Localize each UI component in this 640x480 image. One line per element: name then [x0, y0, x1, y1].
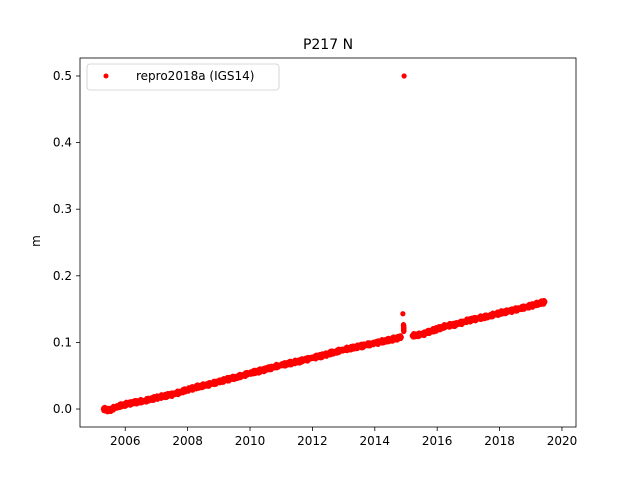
legend-marker	[103, 73, 109, 79]
chart-title: P217 N	[303, 37, 353, 53]
y-tick-label: 0.4	[53, 136, 72, 150]
y-axis-label: m	[29, 235, 43, 247]
x-tick-label: 2020	[547, 434, 578, 448]
legend-label: repro2018a (IGS14)	[136, 69, 254, 83]
data-point	[401, 327, 407, 334]
data-point	[398, 334, 404, 340]
legend: repro2018a (IGS14)	[86, 63, 280, 91]
y-tick-label: 0.3	[53, 202, 72, 216]
data-point	[400, 311, 406, 317]
x-tick-label: 2008	[172, 434, 203, 448]
y-tick-label: 0.1	[53, 335, 72, 349]
x-tick-label: 2016	[422, 434, 453, 448]
x-tick-label: 2018	[484, 434, 515, 448]
x-tick-label: 2010	[235, 434, 266, 448]
x-tick-label: 2006	[110, 434, 141, 448]
x-tick-label: 2012	[297, 434, 328, 448]
legend-box	[86, 63, 280, 91]
y-tick-label: 0.0	[53, 402, 72, 416]
x-axis: 2006 2008 2010 2012 2014 2016 2018 2020	[110, 427, 577, 448]
data-points	[100, 73, 548, 415]
data-point	[542, 299, 548, 305]
y-tick-label: 0.2	[53, 269, 72, 283]
y-tick-label: 0.5	[53, 69, 72, 83]
data-point	[401, 73, 407, 79]
x-tick-label: 2014	[360, 434, 391, 448]
plot-frame	[79, 57, 577, 428]
y-axis: 0.0 0.1 0.2 0.3 0.4 0.5	[53, 69, 80, 416]
